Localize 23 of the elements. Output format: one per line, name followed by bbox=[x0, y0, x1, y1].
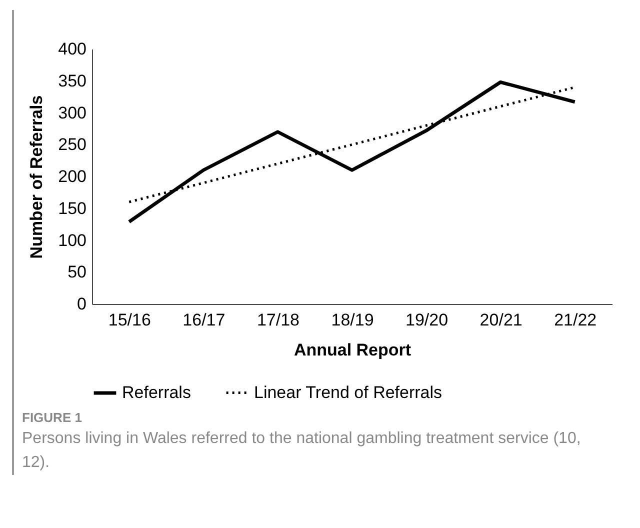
legend-label: Referrals bbox=[122, 383, 191, 402]
y-tick-label: 350 bbox=[58, 71, 86, 90]
y-tick-label: 150 bbox=[58, 198, 86, 218]
caption: FIGURE 1 bbox=[22, 410, 83, 425]
x-tick-label: 18/19 bbox=[331, 310, 374, 330]
y-axis-title: Number of Referrals bbox=[27, 95, 46, 259]
y-tick-label: 400 bbox=[58, 40, 86, 58]
y-tick-label: 100 bbox=[58, 230, 86, 250]
y-tick-label: 300 bbox=[58, 103, 86, 122]
text: Persons living in Wales referred to the national gambling treatment service (10, 12). bbox=[22, 429, 582, 473]
x-tick-label: 17/18 bbox=[256, 310, 300, 330]
x-tick-label: 16/17 bbox=[182, 310, 226, 330]
line-series bbox=[127, 80, 577, 224]
legend-label: Linear Trend of Referrals bbox=[254, 382, 442, 402]
y-tick-label: 200 bbox=[58, 167, 86, 186]
x-tick-label: 20/21 bbox=[480, 310, 522, 330]
y-tick-label: 50 bbox=[68, 262, 86, 282]
x-axis-title: Annual Report bbox=[294, 340, 412, 360]
y-tick-label: 250 bbox=[58, 135, 86, 154]
x-tick-label: 19/20 bbox=[406, 310, 448, 330]
x-tick-label: 15/16 bbox=[108, 310, 151, 330]
y-tick-label: 0 bbox=[77, 294, 86, 314]
x-tick-label: 21/22 bbox=[554, 310, 597, 330]
